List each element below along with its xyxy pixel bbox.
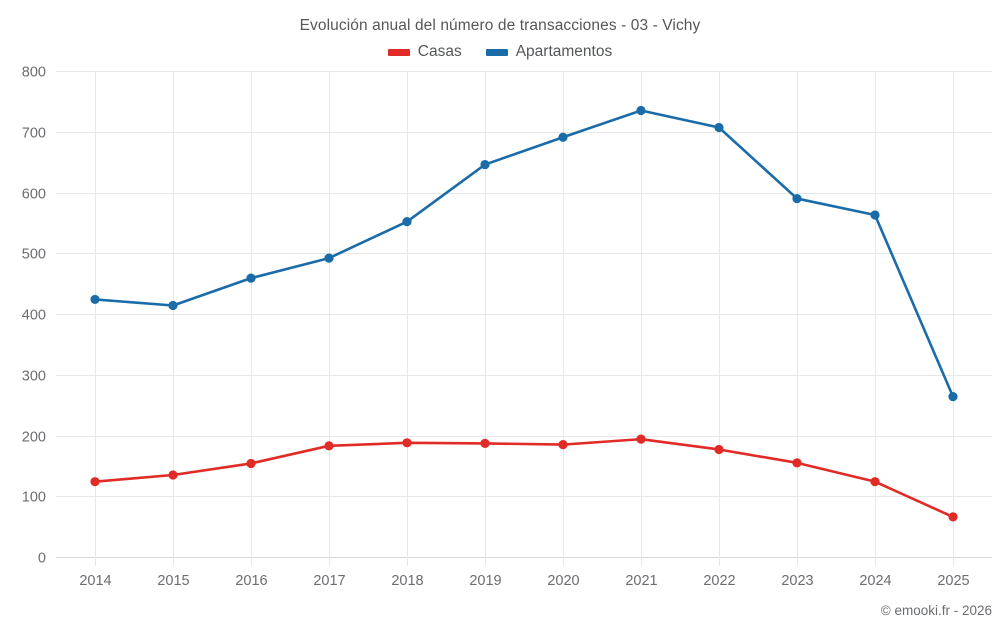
- data-point[interactable]: [636, 434, 646, 444]
- data-point[interactable]: [558, 132, 568, 142]
- legend-item-apartamentos[interactable]: Apartamentos: [485, 43, 613, 61]
- y-axis-tick-label: 700: [22, 126, 46, 142]
- data-point[interactable]: [168, 470, 178, 480]
- data-point[interactable]: [948, 512, 958, 522]
- y-axis-tick-label: 400: [22, 308, 46, 324]
- x-axis-tick-label: 2022: [703, 573, 735, 589]
- legend-swatch-apartamentos: [485, 48, 508, 56]
- y-axis-tick-label: 300: [22, 369, 46, 385]
- data-point[interactable]: [90, 477, 100, 487]
- data-point[interactable]: [324, 253, 334, 263]
- x-axis-tick-label: 2014: [79, 573, 111, 589]
- x-axis-tick-label: 2024: [859, 573, 891, 589]
- chart-legend: Casas Apartamentos: [0, 43, 1000, 61]
- x-axis-tick-label: 2017: [313, 573, 345, 589]
- data-point[interactable]: [402, 438, 412, 448]
- x-axis-tick-label: 2018: [391, 573, 423, 589]
- series-apartamentos: [90, 105, 958, 402]
- x-axis-tick-label: 2023: [781, 573, 813, 589]
- data-point[interactable]: [792, 193, 802, 204]
- y-axis-tick-label: 600: [22, 187, 46, 203]
- y-axis-tick-label: 100: [22, 490, 46, 506]
- data-point[interactable]: [90, 294, 100, 305]
- x-axis-tick-label: 2020: [547, 573, 579, 589]
- x-axis-tick-label: 2021: [625, 573, 657, 589]
- y-axis-tick-label: 500: [22, 247, 46, 263]
- data-point[interactable]: [558, 440, 568, 450]
- data-point[interactable]: [480, 159, 490, 170]
- data-point[interactable]: [714, 122, 724, 133]
- chart-title: Evolución anual del número de transaccio…: [299, 17, 701, 34]
- credit-text: © emooki.fr - 2026: [880, 603, 992, 618]
- series-line-casas: [93, 437, 955, 519]
- legend-label-apartamentos: Apartamentos: [515, 43, 613, 60]
- data-point[interactable]: [402, 217, 412, 227]
- legend-label-casas: Casas: [417, 43, 462, 60]
- series-line-apartamentos: [93, 109, 955, 398]
- data-point[interactable]: [168, 300, 178, 311]
- data-point[interactable]: [948, 392, 958, 402]
- data-point[interactable]: [246, 458, 256, 469]
- data-point[interactable]: [636, 105, 646, 116]
- x-axis-tick-label: 2015: [157, 573, 189, 589]
- legend-swatch-casas: [387, 48, 410, 56]
- data-point[interactable]: [792, 458, 802, 468]
- data-point[interactable]: [480, 438, 490, 448]
- x-axis-tick-label: 2016: [235, 573, 267, 589]
- data-point[interactable]: [714, 444, 724, 455]
- data-point[interactable]: [324, 441, 334, 451]
- y-axis-tick-label: 0: [38, 551, 46, 567]
- series-casas: [90, 434, 958, 522]
- legend-item-casas[interactable]: Casas: [387, 43, 462, 61]
- y-axis-tick-label: 200: [22, 430, 46, 446]
- x-axis-tick-label: 2025: [937, 573, 969, 589]
- x-axis-tick-label: 2019: [469, 573, 501, 589]
- data-point[interactable]: [246, 273, 256, 283]
- data-point[interactable]: [870, 477, 880, 487]
- y-axis-tick-label: 800: [22, 65, 46, 81]
- data-point[interactable]: [870, 210, 880, 220]
